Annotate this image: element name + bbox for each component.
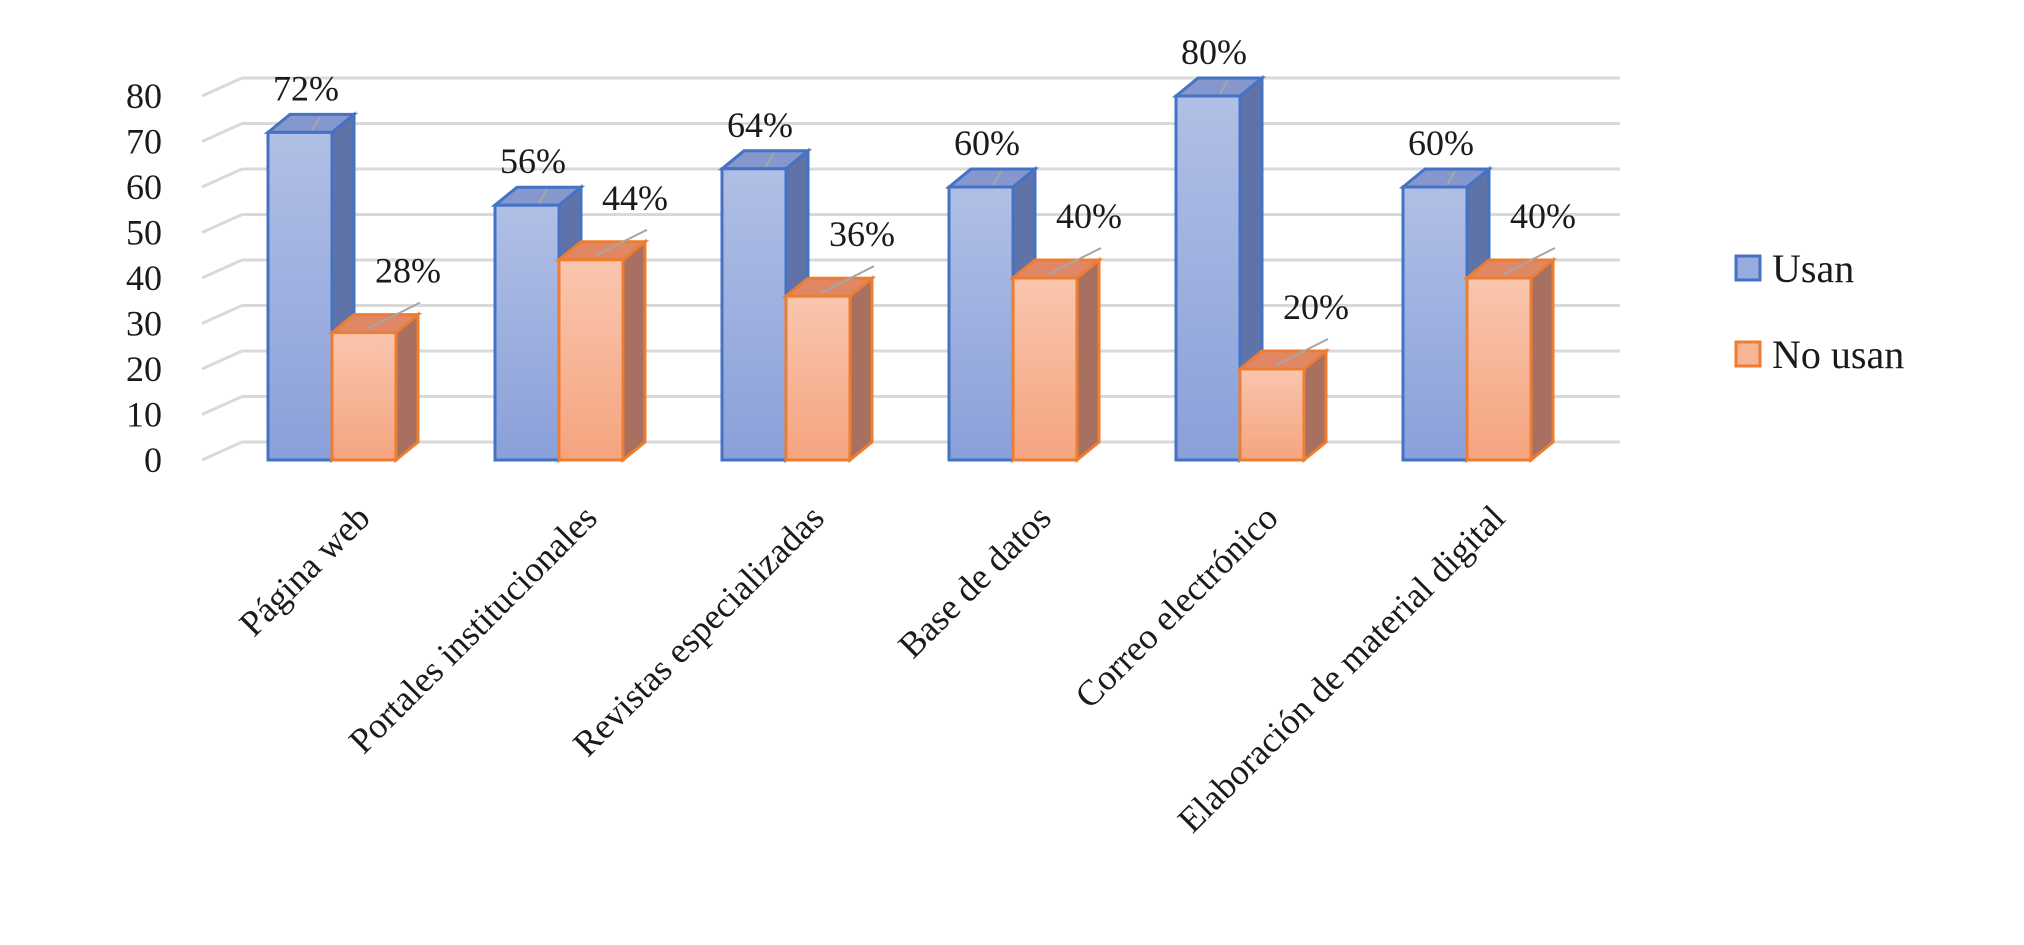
legend-swatch bbox=[1734, 254, 1762, 282]
x-category-label: Página web bbox=[231, 497, 377, 643]
legend-label: No usan bbox=[1772, 332, 1904, 377]
bar-front bbox=[1011, 276, 1079, 462]
leader-line bbox=[538, 188, 548, 204]
y-tick-label: 0 bbox=[144, 440, 162, 480]
data-label: 36% bbox=[829, 214, 895, 254]
data-label: 60% bbox=[954, 123, 1020, 163]
gridline-diagonal bbox=[201, 122, 243, 143]
bar-front bbox=[1238, 367, 1306, 462]
bar-usan bbox=[263, 111, 359, 464]
y-tick-label: 20 bbox=[126, 349, 162, 389]
leader-line bbox=[594, 228, 648, 257]
bar-front bbox=[493, 203, 561, 462]
gridlines bbox=[201, 76, 1620, 462]
data-label: 56% bbox=[500, 141, 566, 181]
bar-no-usan bbox=[327, 311, 423, 464]
bar-front bbox=[947, 185, 1015, 462]
leader-line bbox=[311, 115, 321, 131]
bar-front bbox=[266, 130, 334, 462]
gridline-diagonal bbox=[201, 76, 243, 98]
bar-front bbox=[784, 294, 852, 462]
data-label: 40% bbox=[1510, 196, 1576, 236]
data-label: 28% bbox=[375, 251, 441, 291]
gridline-diagonal bbox=[201, 395, 243, 416]
bar-front bbox=[1465, 276, 1533, 462]
bars bbox=[263, 74, 1558, 464]
x-category-label: Revistas especializadas bbox=[565, 497, 831, 763]
y-tick-label: 40 bbox=[126, 258, 162, 298]
leader-line bbox=[1502, 247, 1556, 275]
bar-front bbox=[330, 331, 398, 462]
bar-no-usan bbox=[554, 238, 650, 464]
data-label: 20% bbox=[1283, 287, 1349, 327]
leader-line bbox=[1275, 338, 1329, 366]
bar-no-usan bbox=[781, 275, 877, 464]
y-tick-label: 80 bbox=[126, 76, 162, 116]
bar-side bbox=[1529, 256, 1555, 464]
gridline-diagonal bbox=[201, 440, 243, 462]
y-axis: 0 10 20 30 40 50 60 70 80 bbox=[126, 76, 162, 480]
bar-no-usan bbox=[1008, 256, 1104, 464]
bar-side bbox=[848, 275, 874, 464]
data-label: 72% bbox=[273, 68, 339, 108]
bar-no-usan bbox=[1235, 347, 1331, 464]
bar-side bbox=[394, 311, 420, 464]
leader-line bbox=[367, 301, 421, 330]
x-category-label: Base de datos bbox=[890, 497, 1058, 665]
bar-front bbox=[1401, 185, 1469, 462]
legend-swatch bbox=[1734, 340, 1762, 368]
leader-line bbox=[1048, 247, 1102, 275]
data-label: 44% bbox=[602, 178, 668, 218]
bar-side bbox=[621, 238, 647, 464]
data-label: 64% bbox=[727, 105, 793, 145]
x-category-label: Correo electrónico bbox=[1067, 497, 1285, 715]
data-label: 80% bbox=[1181, 32, 1247, 72]
legend: Usan No usan bbox=[1734, 246, 1904, 377]
y-tick-label: 30 bbox=[126, 304, 162, 344]
gridline-diagonal bbox=[201, 349, 243, 371]
data-label: 60% bbox=[1408, 123, 1474, 163]
leader-line bbox=[821, 265, 875, 294]
gridline-diagonal bbox=[201, 167, 243, 189]
leader-line bbox=[1446, 170, 1456, 186]
gridline-diagonal bbox=[201, 258, 243, 280]
bar-front bbox=[557, 258, 625, 462]
bar-front bbox=[720, 167, 788, 462]
gridline-diagonal bbox=[201, 213, 243, 234]
y-tick-label: 70 bbox=[126, 122, 162, 162]
data-label: 40% bbox=[1056, 196, 1122, 236]
leader-line bbox=[1219, 79, 1229, 95]
bar-no-usan bbox=[1462, 256, 1558, 464]
legend-label: Usan bbox=[1772, 246, 1854, 291]
leader-line bbox=[992, 170, 1002, 186]
bar-front bbox=[1174, 94, 1242, 462]
leader-line bbox=[765, 152, 775, 168]
y-tick-label: 60 bbox=[126, 167, 162, 207]
bar-side bbox=[1075, 256, 1101, 464]
data-labels: 72% 28% 56% 44% 64% 36% 60% 40% 80% 20% 60% 40% bbox=[273, 32, 1576, 366]
gridline-diagonal bbox=[201, 304, 243, 325]
x-category-label: Portales institucionales bbox=[341, 497, 605, 761]
y-tick-label: 10 bbox=[126, 395, 162, 435]
y-tick-label: 50 bbox=[126, 213, 162, 253]
